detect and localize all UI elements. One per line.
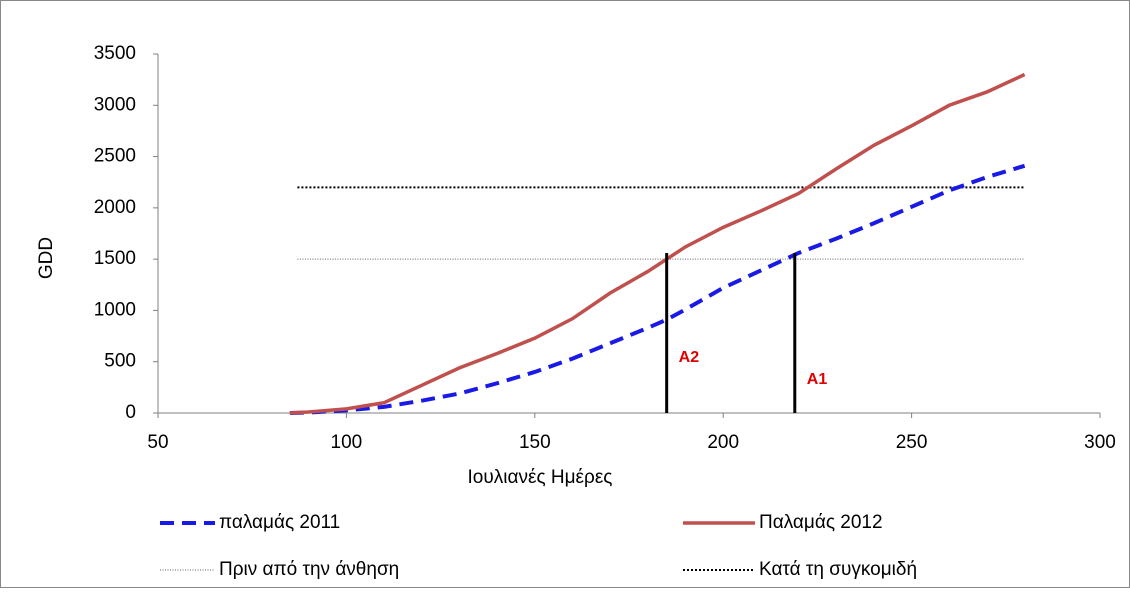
y-tick-label: 2500 (94, 146, 136, 167)
marker-label: A1 (807, 371, 828, 388)
series-line (289, 72, 1026, 415)
marker-label: A2 (679, 349, 700, 366)
y-axis-label: GDD (36, 237, 57, 279)
series-line (289, 163, 1026, 415)
y-tick-label: 3000 (94, 94, 136, 115)
x-tick-label: 250 (896, 432, 928, 453)
legend-label: Κατά τη συγκομιδή (759, 559, 917, 580)
x-tick-label: 150 (519, 432, 551, 453)
y-tick-label: 500 (104, 351, 136, 372)
legend-label: Παλαμάς 2012 (759, 512, 883, 533)
x-axis-label: Ιουλιανές Ημέρες (468, 467, 613, 488)
y-tick-label: 1000 (94, 299, 136, 320)
y-tick-label: 0 (125, 402, 136, 423)
x-tick-label: 300 (1084, 432, 1116, 453)
legend-label: Πριν από την άνθηση (219, 559, 399, 580)
x-tick-label: 100 (331, 432, 363, 453)
y-tick-label: 3500 (94, 43, 136, 64)
y-tick-label: 2000 (94, 197, 136, 218)
x-tick-label: 200 (707, 432, 739, 453)
legend-label: παλαμάς 2011 (219, 512, 340, 533)
x-tick-label: 50 (147, 432, 168, 453)
y-tick-label: 1500 (94, 248, 136, 269)
